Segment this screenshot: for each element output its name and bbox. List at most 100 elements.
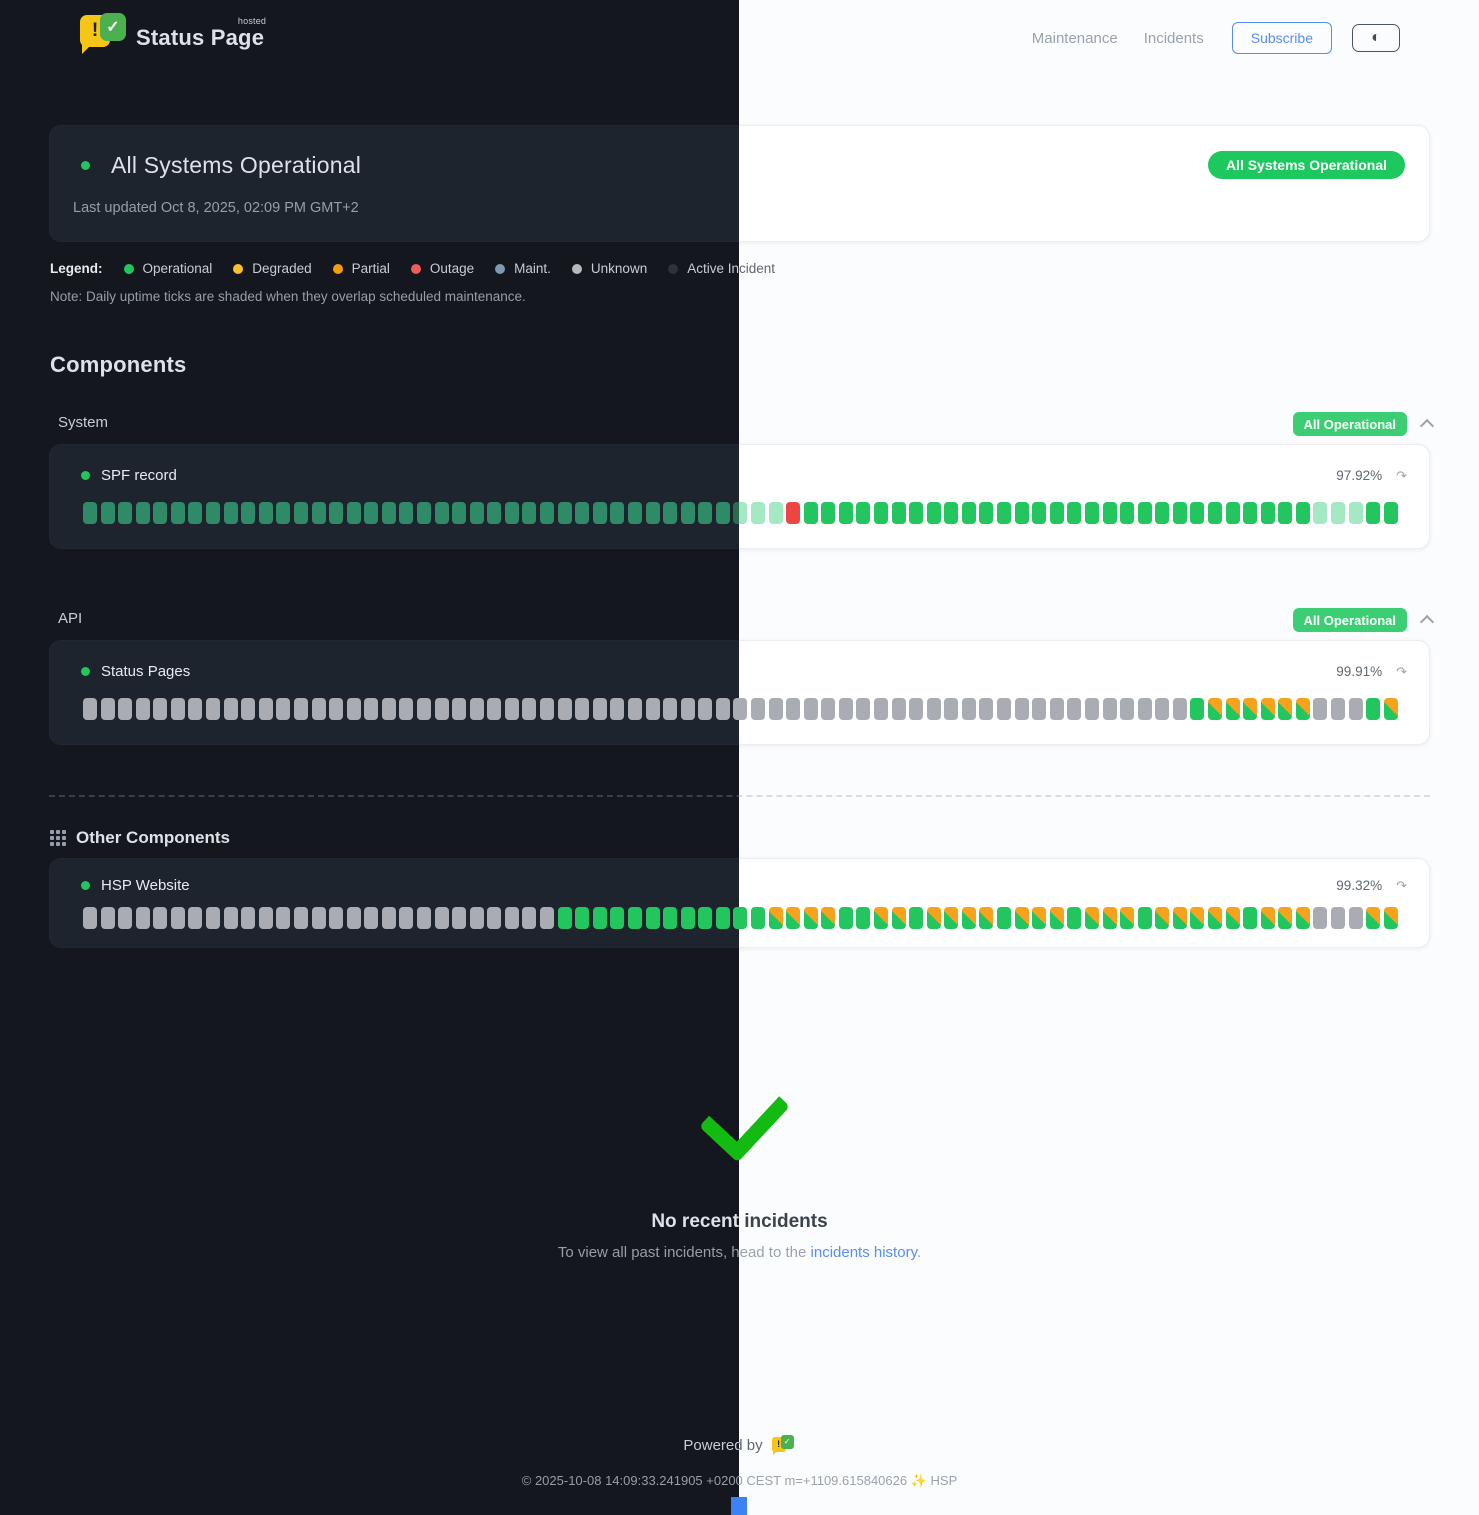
collapse-chevron-icon[interactable] bbox=[1422, 418, 1433, 429]
uptime-tick bbox=[329, 907, 344, 929]
uptime-tick bbox=[1225, 698, 1240, 720]
uptime-tick bbox=[1313, 907, 1328, 929]
uptime-tick bbox=[1383, 907, 1398, 929]
uptime-tick bbox=[944, 907, 959, 929]
uptime-tick bbox=[293, 698, 308, 720]
component-status-dot bbox=[81, 471, 90, 480]
bottom-accent bbox=[739, 1497, 747, 1515]
uptime-tick bbox=[258, 698, 273, 720]
uptime-tick bbox=[557, 502, 572, 524]
refresh-icon[interactable]: ↷ bbox=[1396, 663, 1407, 679]
uptime-tick bbox=[1084, 502, 1099, 524]
uptime-tick bbox=[1014, 907, 1029, 929]
uptime-tick bbox=[504, 907, 519, 929]
uptime-tick bbox=[1331, 907, 1346, 929]
legend-item-operational: Operational bbox=[123, 261, 212, 276]
uptime-tick bbox=[1049, 907, 1064, 929]
uptime-tick bbox=[83, 502, 97, 524]
uptime-tick bbox=[961, 907, 976, 929]
legend-item-unknown: Unknown bbox=[571, 261, 647, 276]
uptime-tick bbox=[926, 502, 941, 524]
uptime-tick bbox=[1208, 698, 1222, 720]
uptime-tick bbox=[311, 907, 326, 929]
uptime-tick bbox=[364, 907, 379, 929]
uptime-tick bbox=[627, 502, 642, 524]
uptime-tick bbox=[1313, 698, 1328, 720]
uptime-tick bbox=[469, 502, 484, 524]
uptime-tick bbox=[663, 698, 678, 720]
theme-toggle-button[interactable]: ◐ bbox=[1352, 24, 1400, 52]
incidents-history-link[interactable]: incidents history bbox=[810, 1244, 917, 1261]
legend: Legend: Operational Degraded Partial Out… bbox=[50, 261, 775, 276]
uptime-tick bbox=[1155, 698, 1170, 720]
uptime-tick bbox=[1225, 907, 1240, 929]
component-card-spf-record: SPF record 97.92% ↷ bbox=[739, 444, 1430, 549]
uptime-tick bbox=[750, 698, 765, 720]
uptime-tick bbox=[750, 907, 765, 929]
uptime-tick bbox=[739, 907, 748, 929]
uptime-tick bbox=[504, 502, 519, 524]
status-dot bbox=[81, 161, 90, 170]
uptime-tick bbox=[329, 698, 344, 720]
active-incident-dot-icon bbox=[668, 263, 679, 274]
uptime-tick bbox=[153, 698, 168, 720]
group-badge-api: All Operational bbox=[1292, 608, 1407, 632]
uptime-tick bbox=[926, 698, 941, 720]
hosted-label: hosted bbox=[237, 16, 267, 26]
dashed-divider bbox=[739, 795, 1430, 797]
uptime-tick bbox=[1014, 698, 1029, 720]
uptime-tick bbox=[680, 502, 695, 524]
uptime-tick bbox=[293, 502, 308, 524]
uptime-tick bbox=[1190, 502, 1205, 524]
powered-by: Powered by !✓ bbox=[739, 1435, 1479, 1455]
uptime-tick bbox=[610, 907, 625, 929]
uptime-tick bbox=[1383, 698, 1398, 720]
uptime-tick bbox=[891, 698, 906, 720]
uptime-tick bbox=[1313, 502, 1328, 524]
uptime-tick bbox=[645, 698, 660, 720]
subscribe-button[interactable]: Subscribe bbox=[1231, 22, 1332, 54]
uptime-tick bbox=[1067, 907, 1082, 929]
group-label-api: API bbox=[58, 610, 83, 627]
uptime-tick bbox=[874, 907, 889, 929]
mini-brand-icon[interactable]: !✓ bbox=[771, 1435, 796, 1455]
uptime-tick bbox=[909, 698, 924, 720]
uptime-tick bbox=[1260, 502, 1275, 524]
uptime-tick bbox=[399, 698, 414, 720]
uptime-tick bbox=[750, 502, 765, 524]
uptime-tick bbox=[135, 502, 150, 524]
uptime-tick bbox=[575, 698, 590, 720]
uptime-tick bbox=[346, 698, 361, 720]
component-card-status-pages: Status Pages 99.91% ↷ bbox=[739, 640, 1430, 745]
uptime-tick bbox=[944, 502, 959, 524]
uptime-tick bbox=[680, 698, 695, 720]
uptime-tick bbox=[739, 698, 748, 720]
nav-maintenance[interactable]: Maintenance bbox=[1031, 29, 1118, 47]
collapse-chevron-icon[interactable] bbox=[1422, 614, 1433, 625]
refresh-icon[interactable]: ↷ bbox=[1396, 467, 1407, 483]
group-label-system: System bbox=[58, 414, 109, 431]
uptime-tick bbox=[364, 502, 379, 524]
uptime-tick bbox=[241, 502, 256, 524]
uptime-tick bbox=[592, 907, 607, 929]
uptime-tick bbox=[522, 907, 537, 929]
uptime-tick bbox=[803, 698, 818, 720]
uptime-tick bbox=[188, 698, 203, 720]
uptime-tick bbox=[627, 907, 642, 929]
partial-dot-icon bbox=[332, 263, 343, 274]
uptime-percent: 97.92% bbox=[1336, 468, 1383, 483]
uptime-tick bbox=[522, 698, 537, 720]
uptime-tick bbox=[1348, 698, 1363, 720]
uptime-tick bbox=[557, 698, 572, 720]
nav-incidents[interactable]: Incidents bbox=[1143, 29, 1204, 47]
uptime-tick bbox=[1243, 502, 1258, 524]
overall-status-card: All Systems Operational Last updated Oct… bbox=[739, 125, 1430, 242]
uptime-tick bbox=[381, 698, 396, 720]
uptime-tick bbox=[1225, 502, 1240, 524]
uptime-tick bbox=[1049, 502, 1064, 524]
refresh-icon[interactable]: ↷ bbox=[1396, 877, 1407, 893]
uptime-tick bbox=[452, 698, 467, 720]
uptime-tick bbox=[909, 502, 924, 524]
